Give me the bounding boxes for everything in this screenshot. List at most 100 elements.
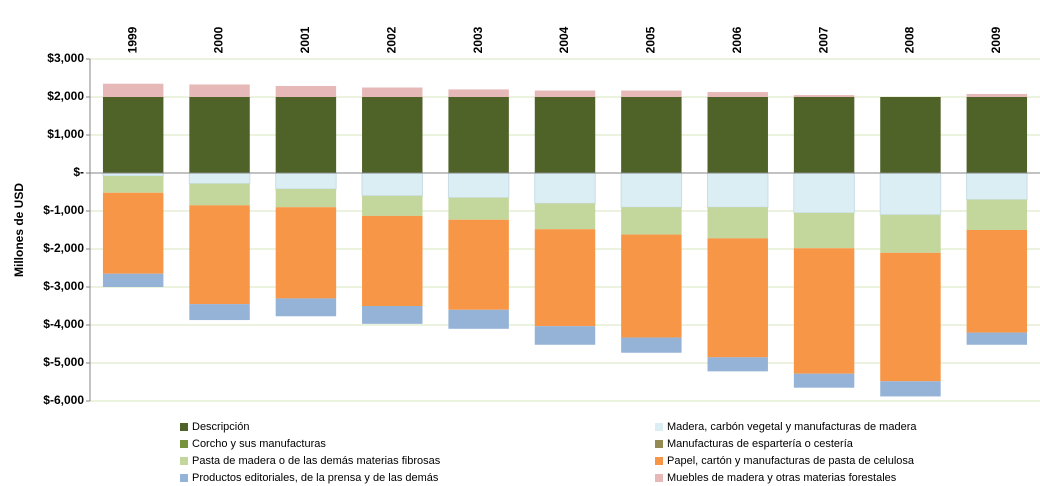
bar-segment xyxy=(879,172,942,216)
y-tick-label: $1,000 xyxy=(47,127,84,141)
bar-segment xyxy=(189,84,250,97)
bar-segment xyxy=(793,95,855,97)
bar-segment xyxy=(793,373,855,388)
bar-segment xyxy=(880,214,941,253)
x-tick-label: 2008 xyxy=(903,26,917,53)
bar-segment xyxy=(707,172,769,208)
bar-segment xyxy=(361,172,423,197)
x-tick-label: 2009 xyxy=(989,26,1003,53)
bar-segment xyxy=(447,172,510,199)
bar-segment xyxy=(966,97,1028,173)
x-tick-label: 2005 xyxy=(644,26,658,53)
bar-segment xyxy=(102,273,164,287)
legend-label: Muebles de madera y otras materias fores… xyxy=(667,472,897,484)
bar-segment xyxy=(448,97,509,173)
y-tick-label: $-1,000 xyxy=(43,203,84,217)
x-tick-label: 2001 xyxy=(298,26,312,53)
bar-segment xyxy=(188,172,251,185)
y-tick-label: $-2,000 xyxy=(43,241,84,255)
bar-segment xyxy=(275,188,337,208)
bar-segment xyxy=(189,205,250,305)
bar-segment xyxy=(448,219,509,310)
bar-segment xyxy=(707,207,768,239)
bar-segment xyxy=(621,337,682,353)
y-tick-label: $-4,000 xyxy=(43,317,84,331)
x-tick-label: 2006 xyxy=(730,26,744,53)
bar-segment xyxy=(880,252,941,382)
legend-label: Descripción xyxy=(192,421,249,433)
legend-label: Productos editoriales, de la prensa y de… xyxy=(192,472,439,484)
legend-label: Pasta de madera o de las demás materias … xyxy=(192,455,441,467)
bar-segment xyxy=(275,97,337,173)
bar-segment xyxy=(707,92,768,97)
bar-segment xyxy=(102,176,164,193)
bar-segment xyxy=(707,97,768,173)
legend-swatch xyxy=(180,457,188,465)
y-tick-label: $-3,000 xyxy=(43,279,84,293)
bar-segment xyxy=(880,97,941,173)
bar-segment xyxy=(707,238,768,358)
legend-swatch xyxy=(655,457,663,465)
bar-segment xyxy=(275,172,337,190)
legend-label: Papel, cartón y manufacturas de pasta de… xyxy=(667,455,915,467)
bar-segment xyxy=(793,97,855,173)
bar-segment xyxy=(966,332,1028,345)
y-tick-label: $3,000 xyxy=(47,51,84,65)
x-tick-label: 2000 xyxy=(212,26,226,53)
legend-swatch xyxy=(655,474,663,482)
bar-segment xyxy=(793,172,855,214)
bar-segment xyxy=(880,381,941,397)
legend-swatch xyxy=(655,423,663,431)
bar-segment xyxy=(534,97,596,173)
bar-segment xyxy=(621,234,682,338)
bar-segment xyxy=(534,203,596,230)
bar-segment xyxy=(102,97,164,173)
y-tick-label: $2,000 xyxy=(47,89,84,103)
bar-segment xyxy=(793,212,855,249)
y-tick-label: $-6,000 xyxy=(43,393,84,407)
x-tick-label: 2004 xyxy=(557,26,571,53)
bar-segment xyxy=(621,207,682,235)
x-tick-label: 2003 xyxy=(471,26,485,53)
bar-segment xyxy=(275,207,337,299)
y-axis-label: Millones de USD xyxy=(12,183,26,277)
legend-swatch xyxy=(180,474,188,482)
bar-segment xyxy=(362,87,423,97)
x-tick-label: 2002 xyxy=(384,26,398,53)
legend-label: Madera, carbón vegetal y manufacturas de… xyxy=(667,421,917,433)
legend-swatch xyxy=(180,440,188,448)
bar-segment xyxy=(189,304,250,321)
bar-segment xyxy=(362,97,423,173)
bar-segment xyxy=(534,326,596,345)
x-tick-label: 1999 xyxy=(125,26,139,53)
bar-segment xyxy=(534,90,596,97)
bar-segment xyxy=(362,195,423,216)
x-tick-label: 2007 xyxy=(816,26,830,53)
bar-segment xyxy=(621,90,682,97)
bar-segment xyxy=(534,172,596,204)
legend-swatch xyxy=(655,440,663,448)
bar-segment xyxy=(362,215,423,306)
y-tick-label: $- xyxy=(73,165,84,179)
bar-segment xyxy=(793,248,855,374)
bar-segment xyxy=(621,97,682,173)
bar-segment xyxy=(707,357,768,372)
bar-segment xyxy=(448,197,509,220)
bar-segment xyxy=(275,298,337,317)
bar-segment xyxy=(189,97,250,173)
bar-segment xyxy=(966,172,1028,201)
bar-segment xyxy=(966,199,1028,230)
bar-segment xyxy=(534,229,596,327)
legend-swatch xyxy=(180,423,188,431)
bar-segment xyxy=(620,172,683,208)
bar-segment xyxy=(966,230,1028,333)
legend-label: Corcho y sus manufacturas xyxy=(192,438,326,450)
bar-segment xyxy=(102,192,164,274)
bar-segment xyxy=(448,309,509,329)
bar-segment xyxy=(966,93,1028,97)
bar-segment xyxy=(362,306,423,324)
bar-segment xyxy=(448,89,509,97)
bar-segment xyxy=(102,83,164,97)
y-tick-label: $-5,000 xyxy=(43,355,84,369)
